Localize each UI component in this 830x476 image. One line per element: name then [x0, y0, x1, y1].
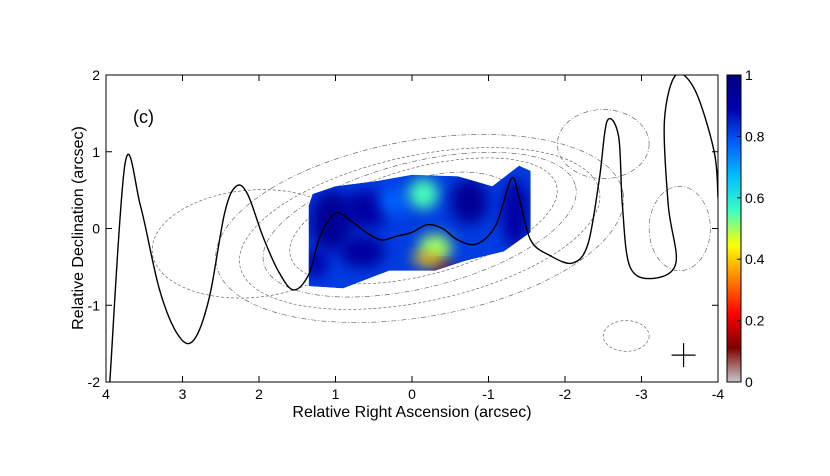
y-tick-label: 2	[92, 67, 100, 83]
helix-curve-layer	[109, 75, 718, 382]
x-tick-label: 3	[179, 386, 187, 402]
intensity-blob	[379, 186, 407, 217]
colorbar-tick-label: 0.2	[745, 313, 765, 329]
contour-line	[289, 157, 558, 285]
x-tick-label: 1	[332, 386, 340, 402]
intensity-blob	[412, 253, 443, 266]
colorbar-tick-label: 0.8	[745, 128, 765, 144]
contour-line	[557, 109, 650, 179]
intensity-blob	[450, 178, 489, 225]
y-tick-label: -1	[88, 297, 101, 313]
beam-marker	[671, 343, 696, 368]
contour-line	[648, 185, 711, 272]
x-tick-label: -1	[482, 386, 495, 402]
helix-curve	[109, 75, 718, 382]
colorbar: 1 0.8 0.6 0.4 0.2 0	[726, 67, 765, 390]
y-axis-title: Relative Declination (arcsec)	[70, 126, 87, 330]
x-tick-label: 2	[255, 386, 263, 402]
y-tick-label: 1	[92, 144, 100, 160]
contour-line	[602, 320, 650, 352]
colorbar-tick-label: 0	[745, 374, 753, 390]
x-tick-label: -2	[559, 386, 572, 402]
x-axis-title: Relative Right Ascension (arcsec)	[292, 404, 531, 421]
contour-line	[239, 147, 601, 310]
x-axis: 4 3 2 1 0 -1 -2 -3 -4	[102, 75, 724, 402]
intensity-blob	[341, 190, 391, 229]
y-tick-label: -2	[88, 374, 101, 390]
x-tick-label: -4	[712, 386, 725, 402]
x-tick-label: -3	[635, 386, 648, 402]
plot-area: 4 3 2 1 0 -1 -2 -3 -4 2 1 0 -1 -2 (c)	[88, 67, 725, 402]
x-tick-label: 0	[408, 386, 416, 402]
x-tick-label: 4	[102, 386, 110, 402]
intensity-blob	[408, 178, 439, 210]
colorbar-fill	[726, 74, 742, 383]
intensity-blob	[501, 178, 530, 248]
contour-line	[262, 151, 577, 298]
colorbar-tick-label: 0.6	[745, 190, 765, 206]
panel-label: (c)	[133, 107, 154, 127]
colorbar-ticks: 1 0.8 0.6 0.4 0.2 0	[737, 67, 765, 390]
y-tick-label: 0	[92, 221, 100, 237]
colorbar-tick-label: 0.4	[745, 251, 765, 267]
y-axis: 2 1 0 -1 -2	[88, 67, 718, 390]
intensity-map	[308, 165, 531, 289]
intensity-blob	[339, 234, 386, 269]
colorbar-tick-label: 1	[745, 67, 753, 83]
